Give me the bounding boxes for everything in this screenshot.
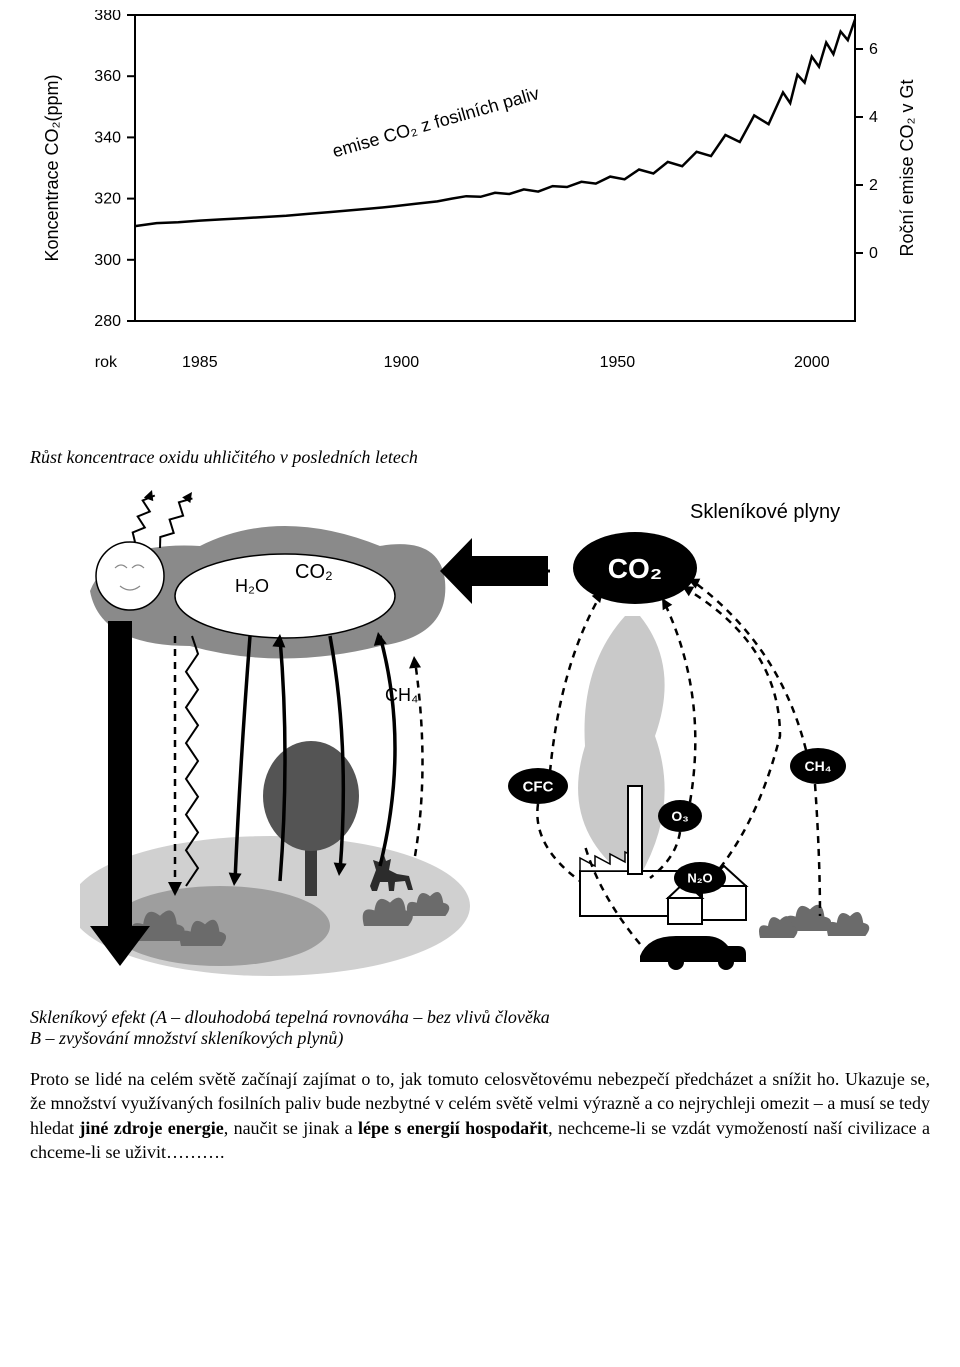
greenhouse-diagram: H₂OCO₂CH₄Skleníkové plynyCO₂CFCO₃N₂OCH₄ <box>80 486 880 991</box>
svg-text:360: 360 <box>94 68 121 85</box>
para-bold-1: jiné zdroje energie <box>79 1118 223 1138</box>
svg-text:CO₂: CO₂ <box>608 553 662 584</box>
svg-text:H₂O: H₂O <box>235 576 269 596</box>
svg-text:340: 340 <box>94 129 121 146</box>
svg-text:320: 320 <box>94 191 121 208</box>
diagram-caption: Skleníkový efekt (A – dlouhodobá tepelná… <box>30 1007 930 1049</box>
co2-chart: 280 300 320 340 360 380 Koncentrace CO₂(ppm) 0 2… <box>30 10 930 435</box>
para-seg-2: , naučit se jinak a <box>224 1118 358 1138</box>
svg-text:2: 2 <box>869 177 878 194</box>
para-bold-2: lépe s energií hospodařit <box>358 1118 548 1138</box>
body-paragraph: Proto se lidé na celém světě začínají za… <box>30 1067 930 1164</box>
svg-text:1900: 1900 <box>384 354 420 371</box>
svg-text:0: 0 <box>869 245 878 262</box>
svg-text:Koncentrace CO₂(ppm): Koncentrace CO₂(ppm) <box>42 74 62 261</box>
svg-text:280: 280 <box>94 313 121 330</box>
svg-text:emise CO₂ z fosilních paliv: emise CO₂ z fosilních paliv <box>330 83 541 161</box>
svg-text:O₃: O₃ <box>671 808 688 824</box>
svg-text:2000: 2000 <box>794 354 830 371</box>
svg-text:1950: 1950 <box>600 354 636 371</box>
svg-text:1985: 1985 <box>182 354 218 371</box>
chart-svg: 280 300 320 340 360 380 Koncentrace CO₂(ppm) 0 2… <box>30 10 930 430</box>
svg-text:Skleníkové plyny: Skleníkové plyny <box>690 501 840 523</box>
diagram-caption-line2: B – zvyšování množství skleníkových plyn… <box>30 1028 343 1048</box>
svg-text:300: 300 <box>94 252 121 269</box>
svg-text:4: 4 <box>869 109 878 126</box>
svg-text:CFC: CFC <box>523 778 554 795</box>
svg-text:Roční emise CO₂ v Gt: Roční emise CO₂ v Gt <box>897 79 917 256</box>
diagram-caption-line1: Skleníkový efekt (A – dlouhodobá tepelná… <box>30 1007 550 1027</box>
svg-text:CH₄: CH₄ <box>805 758 832 774</box>
chart-caption: Růst koncentrace oxidu uhličitého v posl… <box>30 447 930 468</box>
svg-text:380: 380 <box>94 10 121 24</box>
svg-text:rok: rok <box>95 354 118 371</box>
svg-text:N₂O: N₂O <box>687 871 712 886</box>
svg-text:CO₂: CO₂ <box>295 561 333 583</box>
svg-text:6: 6 <box>869 41 878 58</box>
diagram-svg: H₂OCO₂CH₄Skleníkové plynyCO₂CFCO₃N₂OCH₄ <box>80 486 880 986</box>
